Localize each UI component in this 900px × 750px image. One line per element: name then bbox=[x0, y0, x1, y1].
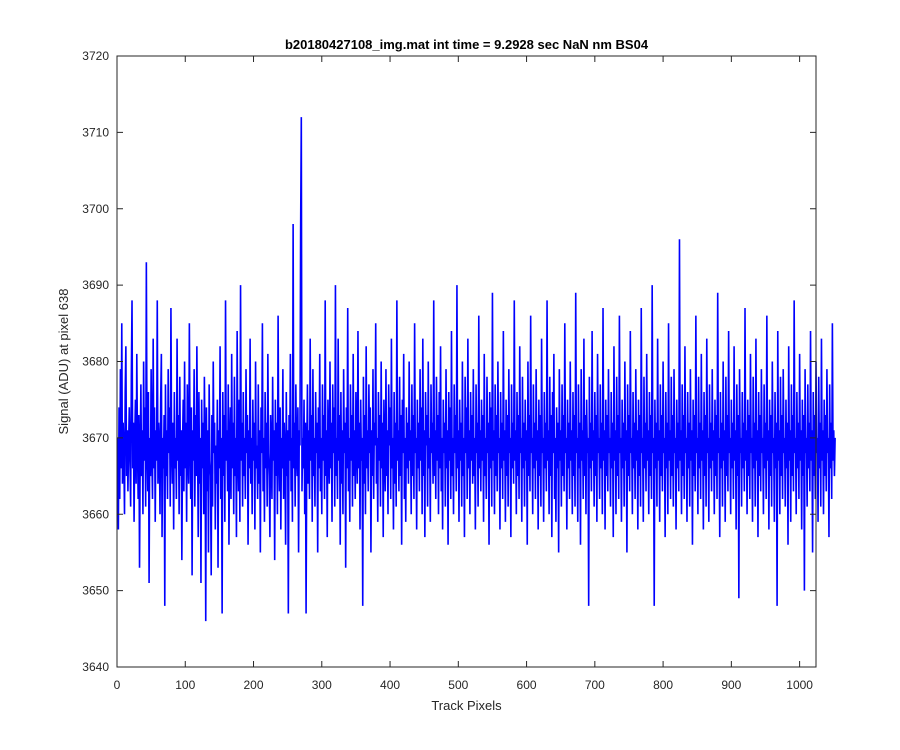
x-tick-label: 800 bbox=[653, 678, 673, 692]
y-tick-label: 3690 bbox=[82, 278, 109, 292]
x-tick-label: 100 bbox=[175, 678, 195, 692]
x-tick-label: 300 bbox=[312, 678, 332, 692]
x-axis: 0 100 200 300 400 500 600 700 800 900 1000 bbox=[114, 56, 813, 692]
y-axis-label: Signal (ADU) at pixel 638 bbox=[56, 289, 71, 435]
chart-title: b20180427108_img.mat int time = 9.2928 s… bbox=[285, 37, 649, 52]
y-tick-label: 3650 bbox=[82, 584, 109, 598]
series-line-1 bbox=[116, 117, 836, 622]
x-tick-label: 0 bbox=[114, 678, 121, 692]
y-axis: 3640 3650 3660 3670 3680 3690 3700 3710 3720 bbox=[82, 49, 816, 674]
x-tick-label: 1000 bbox=[786, 678, 813, 692]
x-tick-label: 700 bbox=[585, 678, 605, 692]
axes-background bbox=[117, 56, 816, 667]
y-tick-label: 3710 bbox=[82, 125, 109, 139]
x-tick-label: 900 bbox=[721, 678, 741, 692]
x-axis-label: Track Pixels bbox=[431, 698, 502, 713]
y-tick-label: 3660 bbox=[82, 507, 109, 521]
y-tick-label: 3640 bbox=[82, 660, 109, 674]
y-tick-label: 3680 bbox=[82, 355, 109, 369]
x-tick-label: 200 bbox=[244, 678, 264, 692]
y-tick-label: 3720 bbox=[82, 49, 109, 63]
x-tick-label: 500 bbox=[448, 678, 468, 692]
y-tick-label: 3670 bbox=[82, 431, 109, 445]
x-tick-label: 400 bbox=[380, 678, 400, 692]
y-tick-label: 3700 bbox=[82, 202, 109, 216]
plot-area bbox=[116, 117, 836, 622]
x-tick-label: 600 bbox=[517, 678, 537, 692]
